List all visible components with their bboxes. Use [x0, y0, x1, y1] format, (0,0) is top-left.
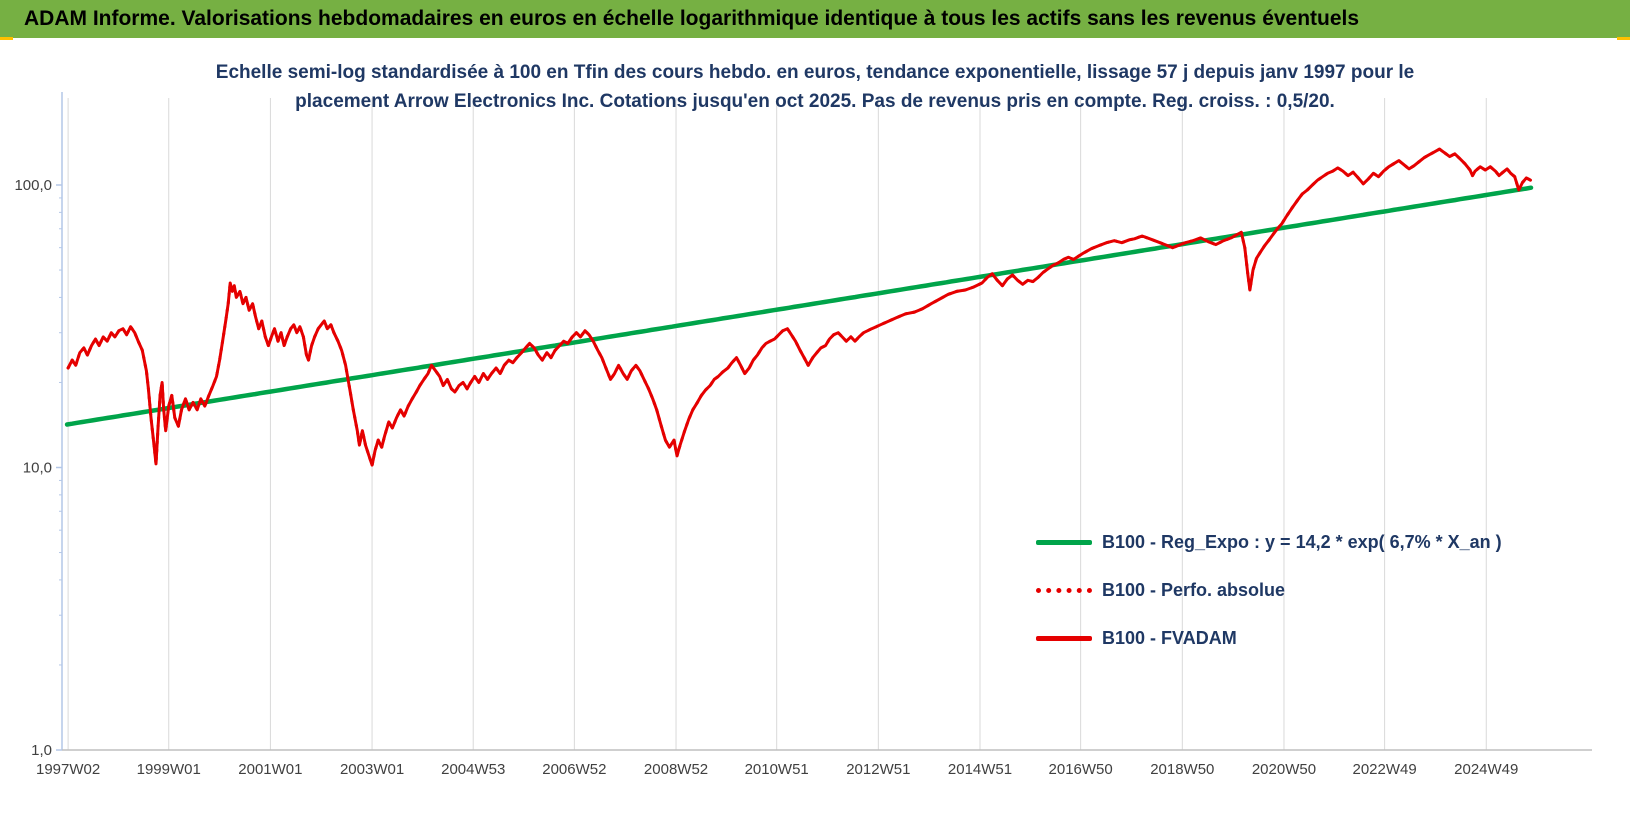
x-axis-tick-label: 2022W49	[1353, 761, 1417, 778]
x-axis-tick-label: 2018W50	[1150, 761, 1214, 778]
y-axis-tick-label: 1,0	[31, 742, 52, 759]
series-fvadam-line	[66, 147, 1532, 467]
x-axis-tick-label: 2010W51	[745, 761, 809, 778]
x-axis-tick-label: 2003W01	[340, 761, 404, 778]
legend: B100 - Reg_Expo : y = 14,2 * exp( 6,7% *…	[1036, 518, 1502, 662]
legend-item-perfo-absolue: B100 - Perfo. absolue	[1036, 566, 1496, 614]
x-axis-tick-label: 2014W51	[948, 761, 1012, 778]
legend-label-fvadam: B100 - FVADAM	[1102, 627, 1237, 648]
x-axis-tick-label: 2006W52	[542, 761, 606, 778]
legend-item-fvadam: B100 - FVADAM	[1036, 614, 1496, 662]
series-reg-expo-line	[64, 185, 1534, 427]
x-axis-tick-label: 2020W50	[1252, 761, 1316, 778]
header-bar: ADAM Informe. Valorisations hebdomadaire…	[0, 0, 1630, 38]
x-axis-tick-label: 2008W52	[644, 761, 708, 778]
x-axis-tick-label: 2004W53	[441, 761, 505, 778]
legend-item-reg-expo: B100 - Reg_Expo : y = 14,2 * exp( 6,7% *…	[1036, 518, 1502, 566]
red-dotted-line-icon	[1036, 587, 1092, 593]
x-axis-tick-label: 1999W01	[137, 761, 201, 778]
y-axis-tick-label: 10,0	[23, 460, 52, 477]
red-solid-line-icon	[1036, 635, 1092, 641]
x-axis-tick-label: 2001W01	[238, 761, 302, 778]
chart-plot: 1997W02 1999W01 2001W01 2003W01 2004W53 2006W…	[14, 92, 1592, 778]
x-axis-tick-label: 2012W51	[846, 761, 910, 778]
x-axis-tick-label: 2024W49	[1454, 761, 1518, 778]
legend-label-perfo-absolue: B100 - Perfo. absolue	[1102, 579, 1286, 600]
header-title: ADAM Informe. Valorisations hebdomadaire…	[24, 7, 1360, 30]
x-axis-tick-label: 1997W02	[36, 761, 100, 778]
x-axis-tick-label: 2016W50	[1049, 761, 1113, 778]
chart-area: 1997W02 1999W01 2001W01 2003W01 2004W53 2006W…	[0, 40, 1630, 815]
green-solid-line-icon	[1036, 539, 1092, 545]
y-axis-tick-label: 100,0	[14, 177, 52, 194]
legend-label-reg-expo: B100 - Reg_Expo : y = 14,2 * exp( 6,7% *…	[1102, 531, 1502, 552]
